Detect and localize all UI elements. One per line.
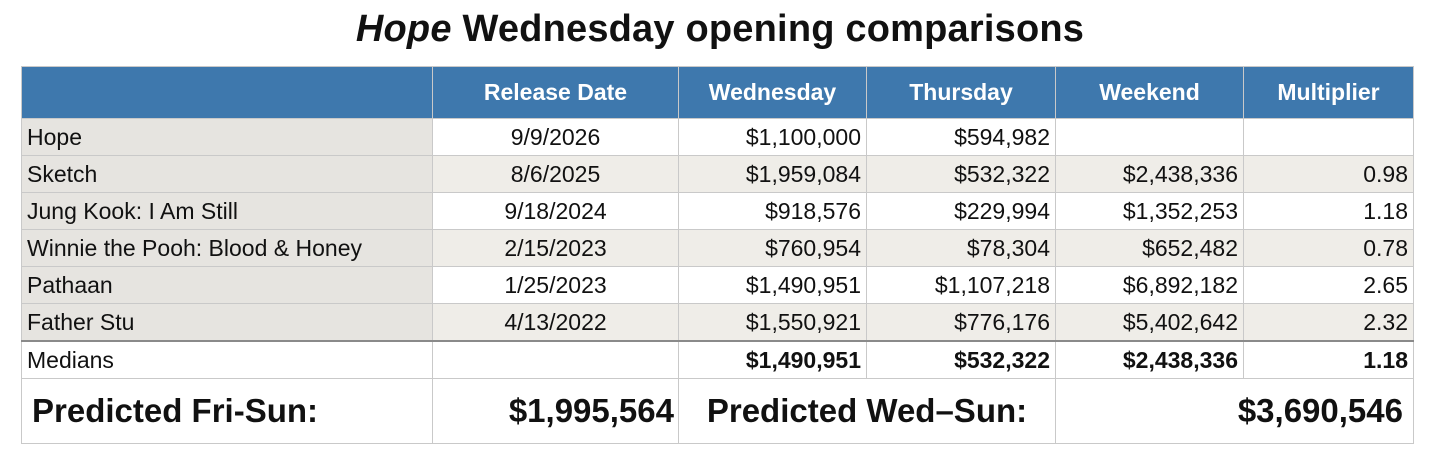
header-cell-release-date: Release Date — [432, 66, 679, 119]
film-name-cell: Sketch — [21, 155, 433, 193]
weekend-cell: $6,892,182 — [1055, 266, 1244, 304]
film-name-cell: Hope — [21, 118, 433, 156]
header-row: Release Date Wednesday Thursday Weekend … — [21, 66, 1414, 119]
release-date-cell: 9/18/2024 — [432, 192, 679, 230]
multiplier-cell: 0.78 — [1243, 229, 1414, 267]
title-italic: Hope — [355, 8, 452, 50]
release-date-cell: 4/13/2022 — [432, 303, 679, 342]
median-release-date-cell — [432, 340, 679, 379]
thursday-cell: $229,994 — [866, 192, 1056, 230]
table-row: Father Stu 4/13/2022 $1,550,921 $776,176… — [21, 303, 1414, 342]
film-name-cell: Pathaan — [21, 266, 433, 304]
header-cell-wednesday: Wednesday — [678, 66, 867, 119]
release-date-cell: 9/9/2026 — [432, 118, 679, 156]
multiplier-cell: 2.32 — [1243, 303, 1414, 342]
multiplier-cell: 1.18 — [1243, 192, 1414, 230]
predictions-row: Predicted Fri-Sun: $1,995,564 Predicted … — [21, 378, 1414, 444]
weekend-cell: $2,438,336 — [1055, 155, 1244, 193]
table-row: Pathaan 1/25/2023 $1,490,951 $1,107,218 … — [21, 266, 1414, 304]
multiplier-cell: 2.65 — [1243, 266, 1414, 304]
medians-label: Medians — [21, 340, 433, 379]
weekend-cell: $1,352,253 — [1055, 192, 1244, 230]
predicted-fri-sun-label: Predicted Fri-Sun: — [21, 378, 433, 444]
thursday-cell: $594,982 — [866, 118, 1056, 156]
wednesday-cell: $1,959,084 — [678, 155, 867, 193]
thursday-cell: $78,304 — [866, 229, 1056, 267]
header-cell-thursday: Thursday — [866, 66, 1056, 119]
weekend-cell — [1055, 118, 1244, 156]
multiplier-cell — [1243, 118, 1414, 156]
thursday-cell: $532,322 — [866, 155, 1056, 193]
thursday-cell: $1,107,218 — [866, 266, 1056, 304]
header-cell-name — [21, 66, 433, 119]
predicted-fri-sun-value: $1,995,564 — [432, 378, 679, 444]
weekend-cell: $652,482 — [1055, 229, 1244, 267]
film-name-cell: Father Stu — [21, 303, 433, 342]
film-name-cell: Jung Kook: I Am Still — [21, 192, 433, 230]
wednesday-cell: $1,490,951 — [678, 266, 867, 304]
film-name-cell: Winnie the Pooh: Blood & Honey — [21, 229, 433, 267]
release-date-cell: 1/25/2023 — [432, 266, 679, 304]
median-weekend-cell: $2,438,336 — [1055, 340, 1244, 379]
wednesday-cell: $1,550,921 — [678, 303, 867, 342]
wednesday-cell: $918,576 — [678, 192, 867, 230]
wednesday-cell: $1,100,000 — [678, 118, 867, 156]
predicted-wed-sun-value: $3,690,546 — [1055, 378, 1414, 444]
median-multiplier-cell: 1.18 — [1243, 340, 1414, 379]
title-rest: Wednesday opening comparisons — [451, 8, 1085, 50]
release-date-cell: 2/15/2023 — [432, 229, 679, 267]
table-row: Sketch 8/6/2025 $1,959,084 $532,322 $2,4… — [21, 155, 1414, 193]
multiplier-cell: 0.98 — [1243, 155, 1414, 193]
table-row: Winnie the Pooh: Blood & Honey 2/15/2023… — [21, 229, 1414, 267]
medians-row: Medians $1,490,951 $532,322 $2,438,336 1… — [21, 340, 1414, 379]
median-wednesday-cell: $1,490,951 — [678, 340, 867, 379]
header-cell-multiplier: Multiplier — [1243, 66, 1414, 119]
weekend-cell: $5,402,642 — [1055, 303, 1244, 342]
page-title: Hope Wednesday opening comparisons — [0, 8, 1440, 51]
median-thursday-cell: $532,322 — [866, 340, 1056, 379]
header-cell-weekend: Weekend — [1055, 66, 1244, 119]
table-row: Hope 9/9/2026 $1,100,000 $594,982 — [21, 118, 1414, 156]
table-row: Jung Kook: I Am Still 9/18/2024 $918,576… — [21, 192, 1414, 230]
predicted-wed-sun-label: Predicted Wed–Sun: — [678, 378, 1056, 444]
release-date-cell: 8/6/2025 — [432, 155, 679, 193]
thursday-cell: $776,176 — [866, 303, 1056, 342]
wednesday-cell: $760,954 — [678, 229, 867, 267]
comparison-table: Release Date Wednesday Thursday Weekend … — [21, 66, 1414, 444]
